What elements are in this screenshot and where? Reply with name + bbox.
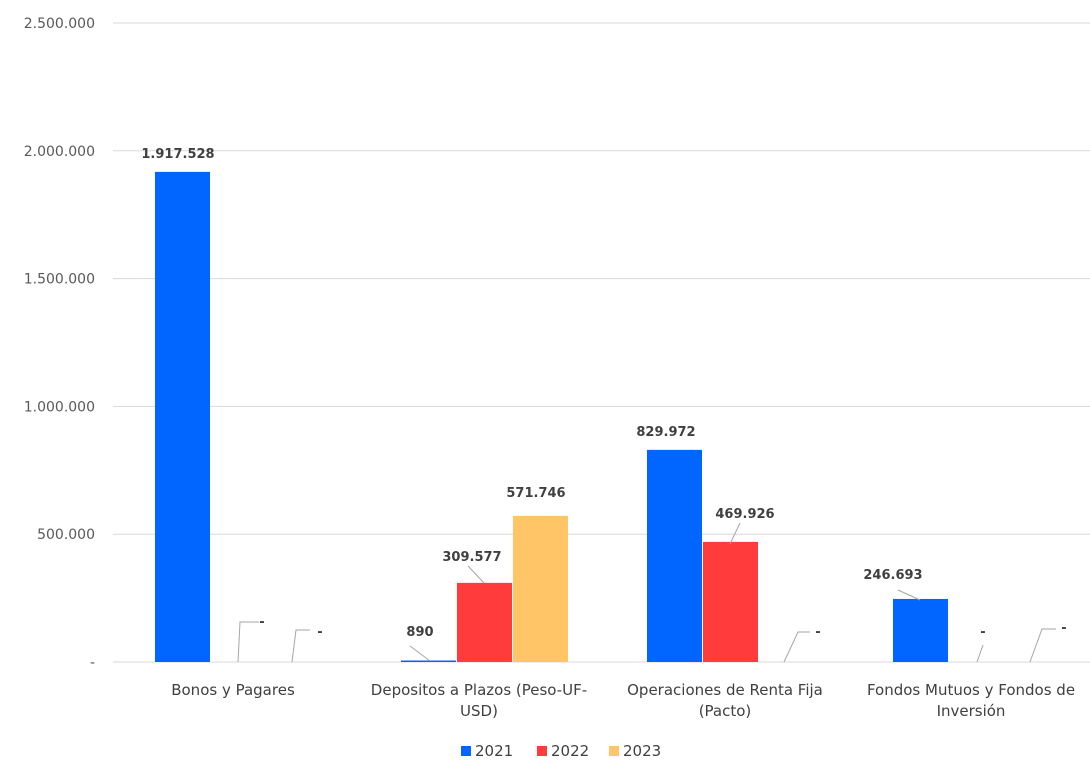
bar-2021-3 (893, 598, 948, 662)
bar-2021-2 (647, 449, 702, 662)
data-label-2021-0: 1.917.528 (141, 147, 214, 162)
data-label-2023-0: - (317, 625, 322, 640)
legend-swatch-2021 (461, 746, 471, 756)
leader-line (291, 629, 310, 663)
category-label: Fondos Mutuos y Fondos de (867, 681, 1075, 699)
category-label: Operaciones de Renta Fija (627, 681, 823, 699)
legend-label-2021: 2021 (475, 742, 513, 760)
data-label-2023-3: - (1061, 621, 1066, 636)
leader-line (897, 589, 921, 601)
leader-line (1029, 628, 1056, 663)
legend-label-2022: 2022 (551, 742, 589, 760)
data-label-2023-1: 571.746 (506, 486, 565, 501)
legend-swatch-2022 (537, 746, 547, 756)
legend-swatch-2023 (609, 746, 619, 756)
category-label: Inversión (937, 702, 1006, 720)
label-leaders (237, 522, 1056, 663)
gridlines (113, 22, 1090, 663)
y-tick-label: 500.000 (37, 527, 95, 543)
bar-2021-0 (155, 171, 210, 663)
leader-line (783, 631, 810, 663)
category-label: USD) (460, 702, 498, 720)
category-label: (Pacto) (699, 702, 752, 720)
category-label: Bonos y Pagares (171, 681, 295, 699)
leader-line (467, 565, 485, 584)
y-tick-label: 1.500.000 (24, 272, 95, 288)
legend: 2021 2022 2023 (461, 742, 661, 760)
y-tick-label: - (90, 655, 95, 671)
data-label-2023-2: - (815, 625, 820, 640)
data-label-2022-0: - (259, 615, 264, 630)
data-labels: 1.917.528 890 829.972 246.693 - 309.577 469.92… (141, 147, 1066, 640)
leader-line (409, 645, 431, 662)
bar-2023-1 (513, 515, 568, 662)
data-label-2021-3: 246.693 (863, 568, 922, 583)
bars (155, 171, 948, 663)
data-label-2021-1: 890 (406, 625, 433, 640)
x-axis-categories: Bonos y Pagares Depositos a Plazos (Peso-… (171, 681, 1075, 720)
y-tick-label: 1.000.000 (24, 399, 95, 415)
data-label-2022-1: 309.577 (442, 550, 501, 565)
bar-2022-1 (457, 582, 512, 662)
y-axis-ticks: - 500.000 1.000.000 1.500.000 2.000.000 2.500… (24, 16, 95, 671)
bar-2021-1 (401, 660, 456, 662)
legend-label-2023: 2023 (623, 742, 661, 760)
leader-line (237, 621, 259, 663)
bar-2022-2 (703, 541, 758, 662)
category-label: Depositos a Plazos (Peso-UF- (371, 681, 587, 699)
y-tick-label: 2.000.000 (24, 144, 95, 160)
y-tick-label: 2.500.000 (24, 16, 95, 32)
leader-line (729, 522, 741, 545)
leader-line (976, 644, 984, 663)
data-label-2021-2: 829.972 (636, 425, 695, 440)
data-label-2022-3: - (980, 625, 985, 640)
data-label-2022-2: 469.926 (715, 507, 774, 522)
